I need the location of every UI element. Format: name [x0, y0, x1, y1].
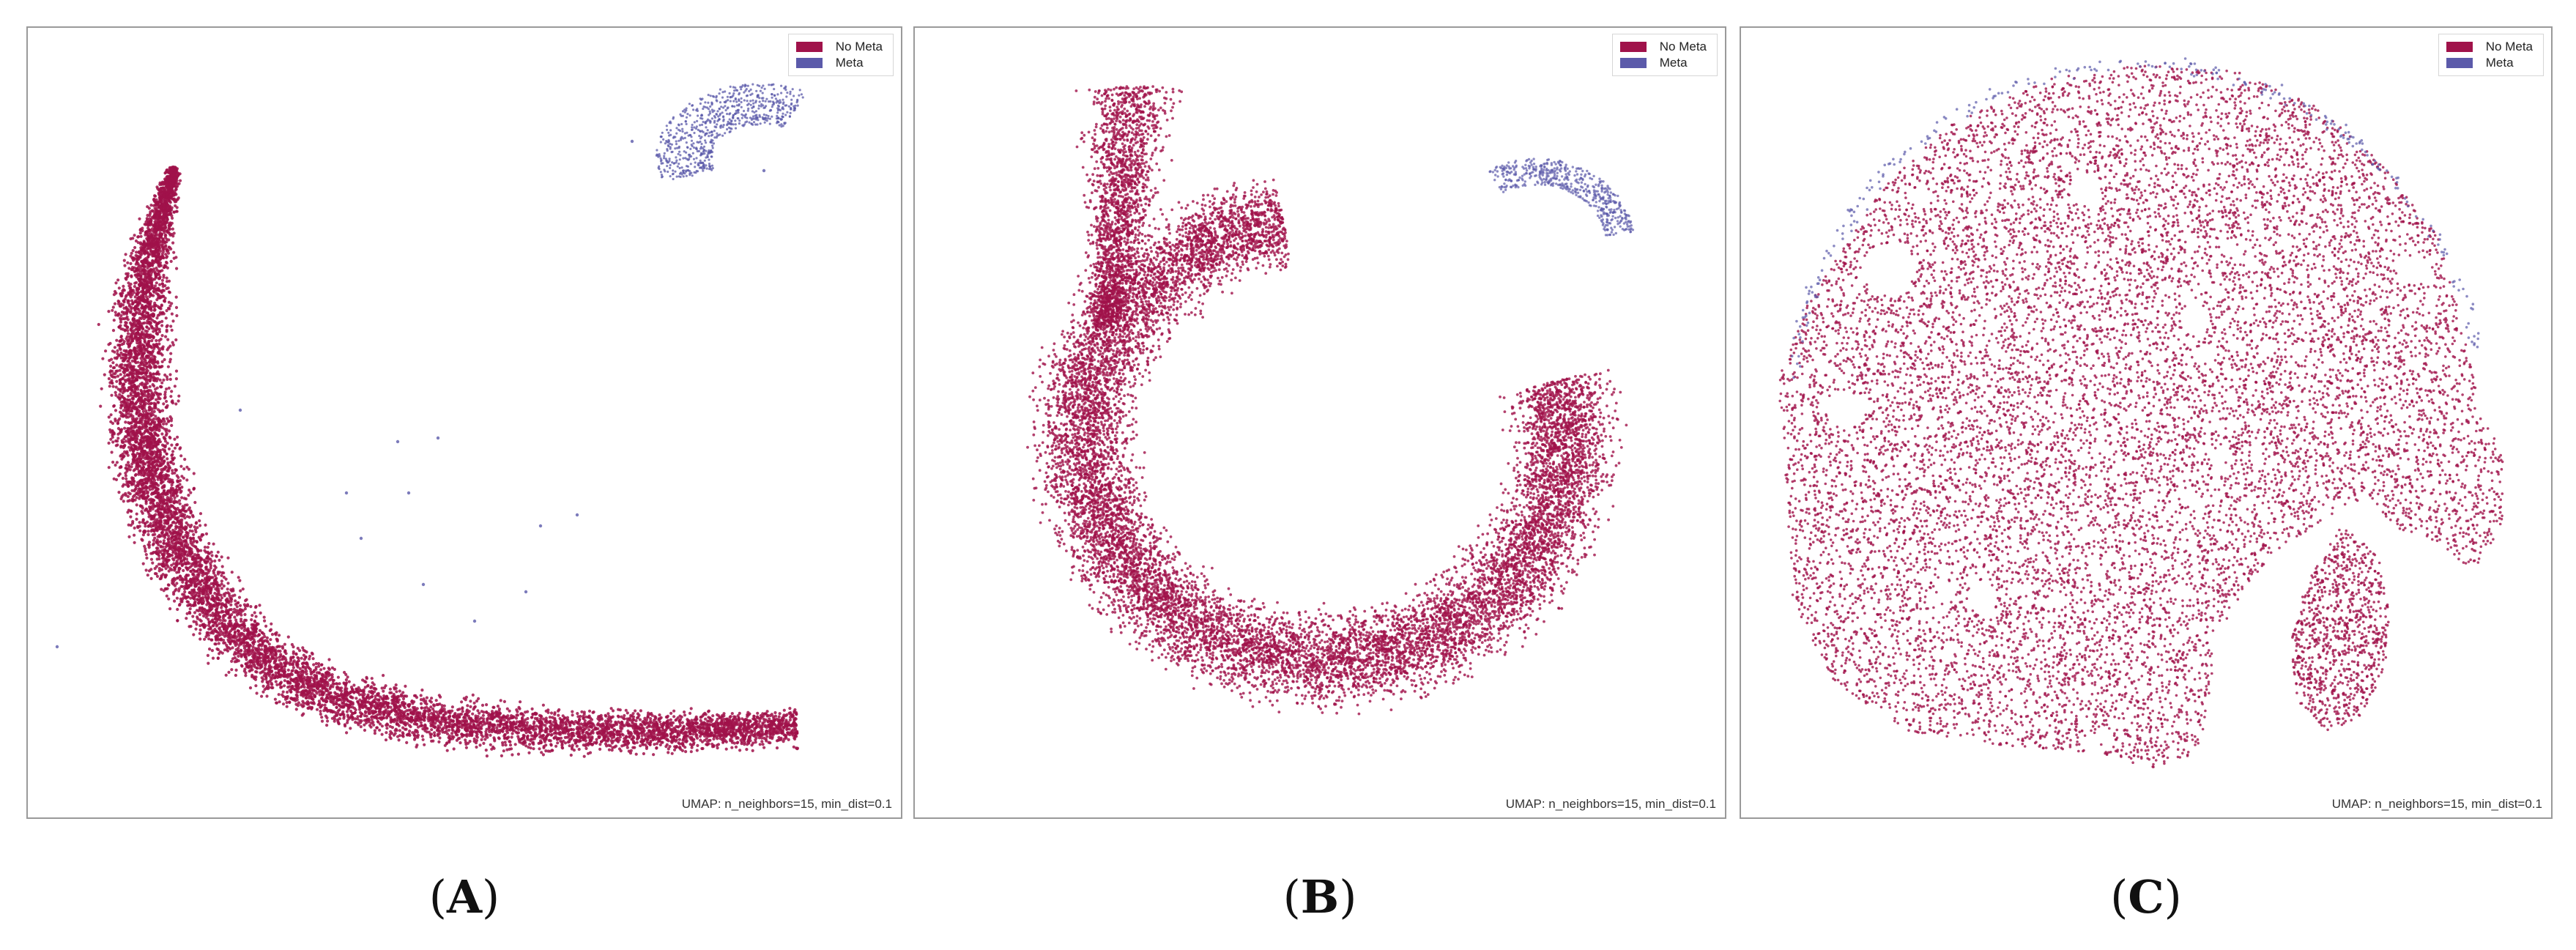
- panel-caption-c-letter: C: [2128, 870, 2164, 924]
- legend-label-meta: Meta: [2486, 55, 2514, 71]
- umap-params-footer-b: UMAP: n_neighbors=15, min_dist=0.1: [1506, 797, 1716, 812]
- legend-swatch-no-meta: [1619, 42, 1647, 52]
- series-meta-points: [1488, 157, 1635, 237]
- legend-row-meta: Meta: [1619, 55, 1707, 71]
- umap-params-footer-a: UMAP: n_neighbors=15, min_dist=0.1: [682, 797, 892, 812]
- scatter-plot-b: [1026, 85, 1635, 716]
- legend-label-no-meta: No Meta: [2486, 39, 2533, 55]
- panel-caption-b-letter: B: [1301, 870, 1339, 924]
- series-meta-points: [1790, 57, 2480, 379]
- legend-label-meta: Meta: [1660, 55, 1688, 71]
- legend-swatch-meta: [1619, 58, 1647, 68]
- panel-caption-a-letter: A: [447, 870, 482, 924]
- legend-swatch-no-meta: [2446, 42, 2473, 52]
- legend-row-meta: Meta: [2446, 55, 2533, 71]
- series-meta-points: [55, 83, 804, 649]
- legend-swatch-meta: [795, 58, 823, 68]
- scatter-panel-a: No Meta Meta UMAP: n_neighbors=15, min_d…: [26, 26, 902, 819]
- legend-label-meta: Meta: [836, 55, 864, 71]
- umap-params-footer-c: UMAP: n_neighbors=15, min_dist=0.1: [2332, 797, 2542, 812]
- legend-row-no-meta: No Meta: [795, 39, 883, 55]
- panel-caption-a: (A): [429, 870, 500, 924]
- series-no-meta-points: [1778, 64, 2504, 768]
- series-no-meta-points: [97, 165, 799, 758]
- scatter-plot-a: [55, 83, 804, 758]
- legend-label-no-meta: No Meta: [1660, 39, 1707, 55]
- legend-swatch-no-meta: [795, 42, 823, 52]
- scatter-panel-b: No Meta Meta UMAP: n_neighbors=15, min_d…: [913, 26, 1726, 819]
- scatter-plot-c: [1778, 57, 2504, 768]
- series-no-meta-points: [1026, 85, 1628, 716]
- panel-caption-b: (B): [1283, 870, 1357, 924]
- panel-caption-c: (C): [2110, 870, 2182, 924]
- legend-b: No Meta Meta: [1611, 34, 1718, 76]
- legend-a: No Meta Meta: [787, 34, 894, 76]
- scatter-panel-c: No Meta Meta UMAP: n_neighbors=15, min_d…: [1740, 26, 2553, 819]
- legend-swatch-meta: [2446, 58, 2473, 68]
- legend-c: No Meta Meta: [2438, 34, 2544, 76]
- legend-row-no-meta: No Meta: [2446, 39, 2533, 55]
- legend-row-no-meta: No Meta: [1619, 39, 1707, 55]
- legend-row-meta: Meta: [795, 55, 883, 71]
- legend-label-no-meta: No Meta: [836, 39, 883, 55]
